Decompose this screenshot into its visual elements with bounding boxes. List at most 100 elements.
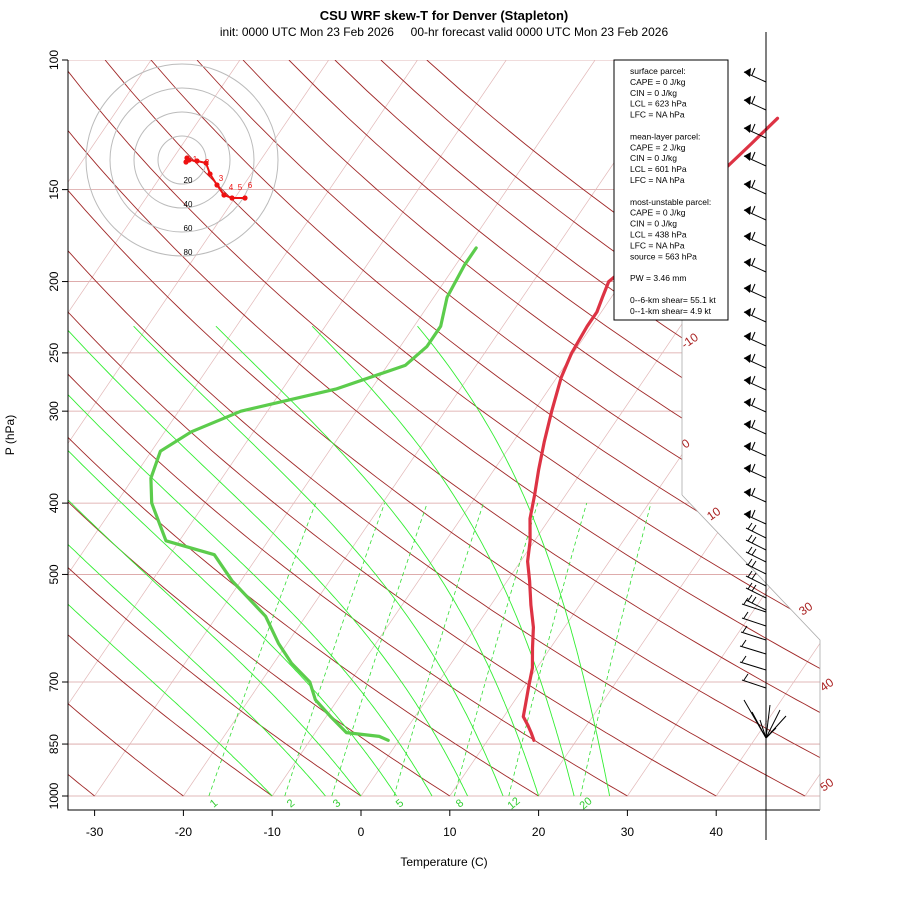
wind-barb [739, 639, 767, 655]
parcel-info-line: LFC = NA hPa [630, 110, 685, 120]
dry-adiabat [150, 60, 820, 797]
isotherm-line [68, 60, 241, 797]
mixing-ratio-label: 5 [394, 797, 406, 810]
wind-barb [743, 231, 767, 247]
wind-barb [743, 67, 767, 83]
wind-barbs [739, 32, 787, 840]
parcel-info-line: LCL = 601 hPa [630, 164, 687, 174]
wind-barb [765, 733, 771, 739]
dry-adiabat [104, 60, 820, 797]
wind-barb [745, 534, 767, 551]
wind-barb [743, 95, 767, 111]
wind-barb [739, 655, 767, 671]
mixing-ratio-line [331, 502, 428, 797]
wind-barb [743, 179, 767, 195]
wind-barb [759, 719, 767, 739]
parcel-info-line: LFC = NA hPa [630, 240, 685, 250]
dry-adiabat [68, 60, 820, 797]
mixing-ratio-line [393, 502, 484, 797]
parcel-info-line: CAPE = 2 J/kg [630, 142, 686, 152]
hodograph-ring [109, 87, 255, 233]
parcel-info-line: CIN = 0 J/kg [630, 219, 677, 229]
mixing-ratio-line [453, 502, 539, 797]
moist-adiabat [68, 325, 469, 797]
wind-barb [743, 205, 767, 221]
parcel-info-line: LCL = 623 hPa [630, 99, 687, 109]
parcel-info-line: most-unstable parcel: [630, 197, 711, 207]
wind-barb [743, 397, 767, 413]
plot-right-edge [681, 494, 821, 810]
wind-barb [743, 463, 767, 479]
isotherm-line [183, 60, 685, 797]
dry-adiabat [196, 60, 820, 797]
isotherm-line [68, 60, 507, 797]
hodograph-height-label: 3 [219, 174, 224, 183]
parcel-info-line: surface parcel: [630, 66, 686, 76]
y-tick-label: 250 [47, 343, 61, 363]
mixing-ratio-label: 2 [285, 797, 297, 810]
isotherm-line [715, 60, 820, 797]
hodograph: 20 40 60 80 1 234 5 6 [85, 63, 279, 257]
parcel-info-line: 0--6-km shear= 55.1 kt [630, 295, 716, 305]
isotherm-line [68, 60, 329, 797]
parcel-info-line: CIN = 0 J/kg [630, 88, 677, 98]
hodograph-ring [157, 135, 207, 185]
dry-adiabat [68, 60, 273, 797]
wind-barb [741, 673, 767, 689]
parcel-info-line: CAPE = 0 J/kg [630, 208, 686, 218]
wind-barb [745, 582, 767, 599]
moist-adiabat [68, 325, 397, 797]
y-tick-label: 400 [47, 493, 61, 513]
hodograph-point [186, 157, 192, 163]
dry-adiabat [68, 60, 451, 797]
dry-adiabat [68, 60, 820, 797]
wind-barb [740, 625, 767, 641]
isotherm-line [94, 60, 596, 797]
x-tick-label: 10 [443, 825, 457, 839]
parcel-info-line: 0--1-km shear= 4.9 kt [630, 306, 712, 316]
wind-barb [743, 123, 767, 139]
hodograph-point [194, 158, 200, 164]
wind-barb [743, 151, 767, 167]
moist-adiabat [68, 325, 273, 797]
hodograph-ring [133, 111, 231, 209]
hodograph-height-label: 2 [205, 158, 210, 167]
hodograph-trace [184, 157, 245, 199]
wind-barb [765, 709, 781, 739]
dry-adiabat [68, 60, 820, 797]
x-tick-label: 20 [532, 825, 546, 839]
dry-adiabat [242, 60, 820, 797]
dewpoint-profile [149, 246, 478, 742]
y-tick-label: 850 [47, 734, 61, 754]
wind-barb [745, 570, 767, 587]
y-axis-label: P (hPa) [3, 415, 17, 455]
dry-adiabat [68, 60, 184, 797]
parcel-info-line: source = 563 hPa [630, 251, 697, 261]
moist-adiabat [133, 325, 504, 797]
wind-barb [741, 611, 767, 627]
wind-barb [745, 594, 767, 611]
hodograph-ring-label: 80 [184, 248, 193, 257]
dry-adiabat-label: 10 [704, 504, 723, 523]
y-tick-label: 700 [47, 672, 61, 692]
mixing-ratio-line [284, 502, 385, 797]
dry-adiabat [68, 60, 806, 797]
y-tick-label: 200 [47, 271, 61, 291]
parcel-info-frame [613, 59, 729, 321]
hodograph-point [229, 195, 235, 201]
x-tick-label: -20 [175, 825, 193, 839]
chart-title: CSU WRF skew-T for Denver (Stapleton) [320, 8, 568, 23]
wind-barb [751, 711, 767, 739]
wind-barb [745, 522, 767, 539]
parcel-info-line: mean-layer parcel: [630, 131, 700, 141]
hodograph-point [203, 160, 209, 166]
isotherm-line [360, 60, 820, 797]
mixing-ratio-line [208, 502, 316, 797]
x-tick-label: 40 [710, 825, 724, 839]
hodograph-ring-label: 60 [184, 224, 193, 233]
hodograph-point [207, 171, 213, 177]
wind-barb [743, 307, 767, 323]
hodograph-ring-label: 20 [184, 176, 193, 185]
